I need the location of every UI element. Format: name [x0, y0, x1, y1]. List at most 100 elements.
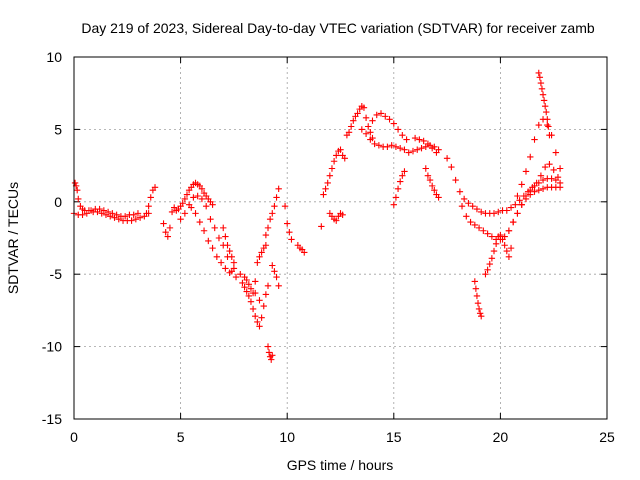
data-point [326, 172, 334, 179]
data-point [537, 172, 545, 179]
data-point [333, 217, 340, 224]
chart-title: Day 219 of 2023, Sidereal Day-to-day VTE… [81, 20, 594, 36]
data-point [269, 262, 276, 269]
data-point [505, 227, 513, 234]
data-point [460, 195, 468, 203]
x-tick-label: 20 [493, 429, 509, 445]
data-points [70, 69, 564, 363]
data-point [271, 268, 278, 275]
data-point [392, 194, 400, 201]
data-point [399, 131, 406, 139]
data-point [79, 211, 86, 219]
data-point [268, 356, 275, 363]
data-point [501, 242, 508, 249]
data-point [422, 165, 429, 172]
series-arc-18 [358, 126, 442, 156]
data-point [535, 69, 542, 77]
data-point [252, 312, 259, 320]
series-arc-29 [535, 69, 553, 139]
data-point [75, 195, 82, 203]
data-point [318, 223, 325, 230]
data-point [247, 285, 255, 292]
data-point [518, 181, 525, 188]
data-point [531, 136, 538, 143]
data-point [503, 207, 510, 214]
data-point [536, 74, 544, 81]
data-point [509, 218, 517, 226]
series-arc-21 [411, 134, 440, 156]
series-arc-10 [252, 282, 272, 310]
data-point [275, 185, 282, 192]
data-point [497, 231, 504, 239]
data-point [514, 210, 521, 217]
x-tick-label: 10 [279, 429, 295, 445]
data-point [71, 179, 79, 187]
data-point [465, 200, 472, 207]
data-point [360, 104, 368, 111]
data-point [507, 244, 515, 252]
data-point [443, 155, 451, 162]
data-point [162, 229, 169, 236]
data-point [288, 236, 295, 243]
data-point [177, 215, 184, 223]
data-point [196, 218, 203, 226]
data-point [130, 211, 137, 219]
data-point [433, 149, 440, 156]
y-tick-label: -5 [50, 266, 63, 282]
data-point [424, 172, 432, 179]
data-point [128, 217, 135, 224]
data-point [390, 201, 397, 208]
data-point [358, 126, 366, 133]
data-point [396, 145, 404, 152]
data-point [556, 165, 564, 172]
data-point [188, 204, 195, 211]
data-point [527, 187, 534, 194]
data-point [345, 129, 353, 136]
data-point [226, 269, 233, 276]
data-point [546, 131, 553, 139]
data-point [476, 310, 484, 317]
data-point [243, 288, 250, 295]
data-point [264, 224, 272, 232]
data-point [354, 110, 361, 117]
data-point [482, 271, 489, 278]
data-point [552, 149, 560, 156]
data-point [388, 142, 395, 149]
data-point [109, 210, 116, 217]
data-point [503, 247, 510, 255]
data-point [160, 220, 167, 227]
data-point [505, 253, 513, 261]
data-point [222, 265, 229, 272]
data-point [181, 195, 189, 203]
data-point [179, 200, 186, 207]
data-point [435, 194, 442, 201]
data-point [543, 108, 550, 116]
data-point [194, 192, 201, 200]
data-point [262, 231, 270, 239]
data-point [365, 123, 372, 130]
data-point [544, 116, 551, 123]
series-arc-8 [237, 271, 265, 330]
x-tick-label: 5 [177, 429, 185, 445]
data-point [396, 178, 404, 185]
data-point [367, 136, 374, 143]
data-point [522, 168, 530, 175]
data-point [281, 202, 289, 210]
data-point [474, 299, 482, 307]
series-arc-14 [281, 202, 295, 243]
grid [74, 57, 607, 419]
data-point [473, 205, 481, 213]
series-arc-17 [326, 210, 346, 224]
data-point [472, 285, 480, 292]
data-point [192, 210, 199, 217]
series-arc-23 [443, 155, 562, 217]
data-point [516, 197, 523, 204]
data-point [232, 273, 240, 281]
data-point [96, 205, 103, 213]
data-point [260, 302, 267, 310]
data-point [247, 298, 255, 305]
data-point [539, 185, 547, 192]
data-point [458, 202, 466, 210]
data-point [320, 191, 327, 198]
